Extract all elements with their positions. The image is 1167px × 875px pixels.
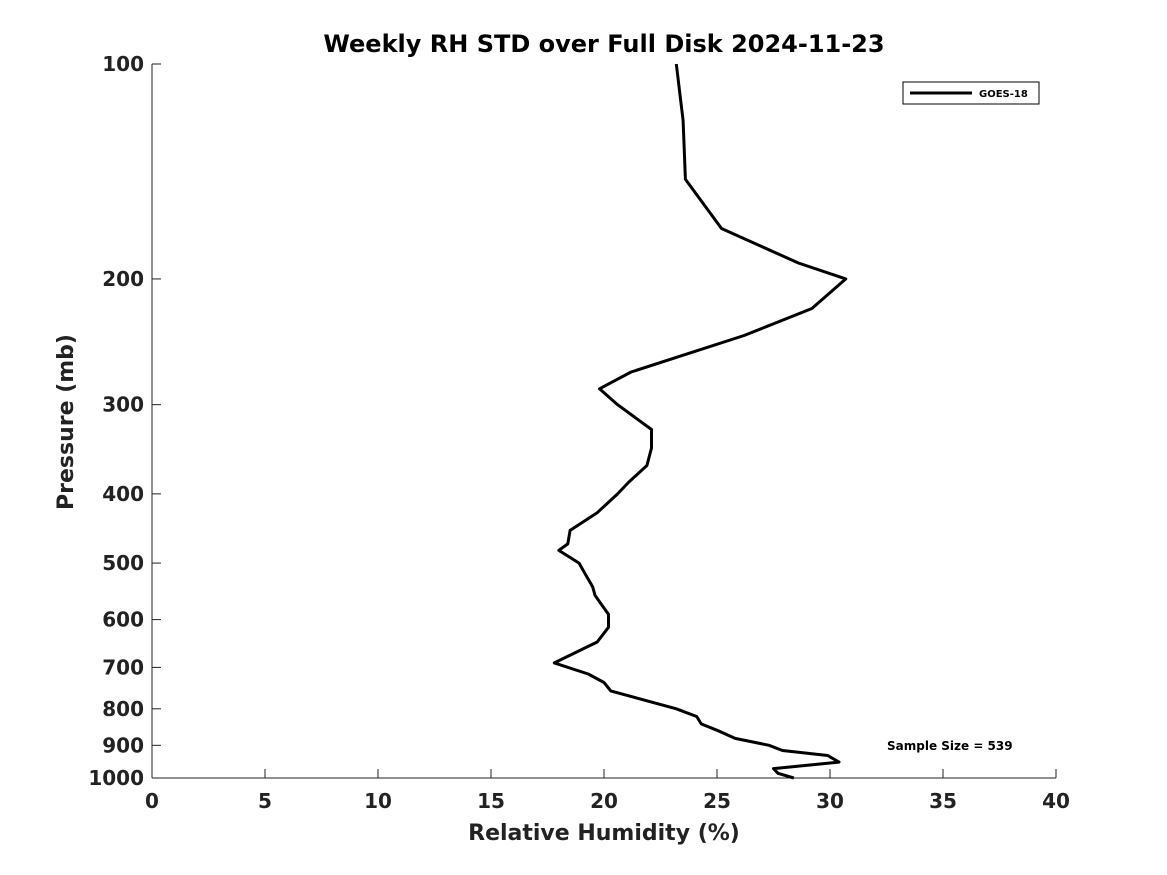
y-tick-label: 100 <box>102 52 144 76</box>
x-tick-label: 30 <box>816 789 844 813</box>
series-group <box>552 63 848 780</box>
y-tick-label: 800 <box>102 697 144 721</box>
x-tick-label: 25 <box>703 789 731 813</box>
y-tick-label: 900 <box>102 733 144 757</box>
y-tick-label: 200 <box>102 267 144 291</box>
sample-size-annotation: Sample Size = 539 <box>887 739 1013 753</box>
y-tick-label: 400 <box>102 482 144 506</box>
x-tick-label: 35 <box>929 789 957 813</box>
y-tick-label: 500 <box>102 551 144 575</box>
x-tick-label: 10 <box>364 789 392 813</box>
x-axis-ticks: 0 5 10 15 20 25 30 35 40 <box>145 769 1070 813</box>
y-axis-ticks: 100 200 300 400 500 600 700 800 900 1000 <box>88 52 161 790</box>
series-line-goes-18 <box>552 63 848 780</box>
axes-area <box>151 64 1056 779</box>
x-axis-label: Relative Humidity (%) <box>468 821 740 846</box>
y-axis-label: Pressure (mb) <box>54 334 79 510</box>
legend: GOES-18 <box>902 81 1040 105</box>
x-tick-label: 0 <box>145 789 159 813</box>
y-tick-label: 300 <box>102 393 144 417</box>
x-tick-label: 20 <box>590 789 618 813</box>
y-tick-label: 600 <box>102 608 144 632</box>
chart-title: Weekly RH STD over Full Disk 2024-11-23 <box>323 30 884 58</box>
x-tick-label: 15 <box>477 789 505 813</box>
y-tick-label: 1000 <box>88 766 144 790</box>
x-tick-label: 40 <box>1042 789 1070 813</box>
y-tick-label: 700 <box>102 655 144 679</box>
legend-label-goes-18: GOES-18 <box>979 89 1028 100</box>
x-tick-label: 5 <box>258 789 272 813</box>
